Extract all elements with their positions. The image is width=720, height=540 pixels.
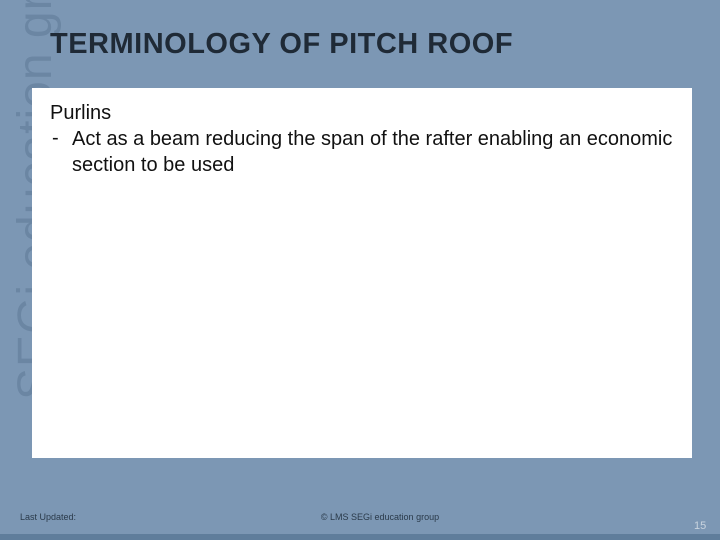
bottom-strip [0, 534, 720, 540]
content-panel: Purlins - Act as a beam reducing the spa… [32, 88, 692, 458]
bullet-text: Act as a beam reducing the span of the r… [72, 127, 674, 178]
content-inner: Purlins - Act as a beam reducing the spa… [32, 88, 692, 192]
slide: SEGi education group TERMINOLOGY OF PITC… [0, 0, 720, 540]
footer-page-number: 15 [694, 520, 706, 532]
term-heading: Purlins [50, 102, 674, 125]
slide-title: TERMINOLOGY OF PITCH ROOF [50, 28, 513, 61]
bullet-dash-icon: - [50, 127, 72, 150]
footer-last-updated: Last Updated: [20, 512, 76, 522]
bullet-item: - Act as a beam reducing the span of the… [50, 127, 674, 178]
footer-copyright: © LMS SEGi education group [300, 512, 460, 522]
